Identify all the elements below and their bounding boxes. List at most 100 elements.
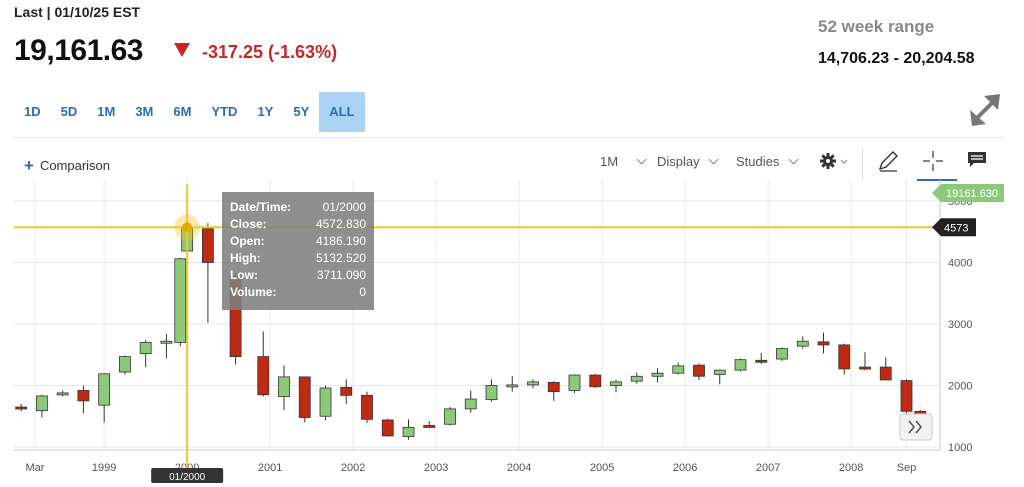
tooltip-row-high: High: 5132.520 — [230, 251, 366, 267]
chevron-down-icon — [636, 154, 647, 165]
candle-body — [527, 381, 539, 386]
toolbar-separator — [862, 148, 863, 180]
x-tick-label: 2004 — [507, 462, 531, 474]
candle-body — [444, 408, 456, 425]
tab-3m[interactable]: 3M — [135, 104, 154, 119]
candle-body — [36, 395, 48, 412]
last-price-tag — [932, 184, 1004, 202]
tab-all[interactable]: ALL — [319, 92, 365, 132]
tab-6m[interactable]: 6M — [173, 104, 192, 119]
last-price-label: 19161.630 — [946, 188, 998, 200]
tab-5d[interactable]: 5D — [60, 104, 78, 119]
x-tick-label: Sep — [897, 462, 917, 474]
candle-body — [361, 394, 373, 420]
tab-1m[interactable]: 1M — [97, 104, 116, 119]
candle-body — [859, 366, 871, 370]
interval-label: 1M — [600, 154, 619, 169]
price-chart[interactable]: Mar 1999 2000 2001 2002 2003 2004 2005 2006 2007 2… — [0, 180, 1024, 487]
tooltip-value: 01/2000 — [322, 200, 366, 214]
candle-body — [755, 359, 768, 363]
candle-body — [464, 398, 477, 410]
crosshair-icon[interactable] — [922, 150, 944, 172]
pencil-icon[interactable] — [877, 150, 899, 172]
last-price: 19,161.63 — [14, 34, 143, 67]
x-tick-label: 2008 — [839, 462, 863, 474]
tooltip-value: 4572.830 — [315, 217, 366, 231]
candle-body — [776, 348, 788, 360]
tooltip-row-low: Low: 3711.090 — [230, 268, 366, 284]
candle-body — [900, 380, 913, 412]
tooltip-key: Low: — [230, 268, 258, 282]
studies-label: Studies — [736, 154, 780, 169]
candle-body — [15, 406, 28, 410]
range-title: 52 week range — [818, 17, 935, 36]
tooltip-value: 5132.520 — [315, 251, 366, 265]
y-tick-label: 1000 — [948, 442, 972, 454]
interval-dropdown[interactable]: 1M — [600, 154, 647, 169]
scroll-forward-button[interactable] — [899, 413, 933, 441]
studies-dropdown[interactable]: Studies — [736, 154, 799, 169]
candle-body — [298, 376, 311, 418]
candle-body — [56, 392, 69, 396]
candle-body — [160, 340, 173, 344]
candle-body — [77, 390, 90, 402]
price-change: -317.25 (-1.63%) — [202, 42, 338, 62]
candle-body — [174, 258, 187, 343]
candle-body — [610, 381, 622, 386]
gear-icon[interactable] — [820, 152, 852, 170]
x-tick-label: 2002 — [341, 462, 365, 474]
candle-body — [879, 366, 892, 381]
x-tick-label: 2003 — [424, 462, 448, 474]
comment-icon[interactable] — [966, 150, 988, 170]
candle-body — [796, 340, 809, 347]
x-tick-label: Mar — [26, 462, 45, 474]
candle-body — [485, 385, 498, 401]
crosshair-date-label: 01/2000 — [169, 472, 206, 483]
candle-body — [423, 425, 436, 428]
candle-body — [817, 341, 830, 346]
tooltip-row-date: Date/Time: 01/2000 — [230, 200, 366, 216]
active-tool-indicator — [917, 179, 957, 181]
candle-body — [589, 374, 602, 388]
candle-body — [630, 375, 643, 382]
y-tick-label: 3000 — [948, 319, 972, 331]
candle-body — [402, 426, 415, 437]
display-dropdown[interactable]: Display — [657, 154, 719, 169]
tooltip-row-volume: Volume: 0 — [230, 285, 366, 301]
candle-body — [568, 374, 581, 391]
tooltip-value: 4186.190 — [315, 234, 366, 248]
crosshair-dot — [182, 222, 193, 233]
candle-body — [672, 365, 685, 374]
plus-icon: + — [24, 156, 34, 175]
candle-body — [838, 344, 851, 370]
comparison-button[interactable]: + Comparison — [24, 156, 110, 176]
tab-1d[interactable]: 1D — [24, 104, 41, 119]
candle-body — [278, 376, 290, 397]
candle-body — [547, 382, 560, 393]
candle-body — [381, 419, 394, 437]
crosshair-tooltip: Date/Time: 01/2000 Close: 4572.830 Open:… — [222, 192, 374, 310]
tab-5y[interactable]: 5Y — [293, 104, 310, 119]
crosshair-date-tag — [151, 468, 224, 483]
candle-body — [257, 356, 270, 396]
tooltip-value: 0 — [359, 285, 366, 299]
y-tick-label: 4000 — [948, 258, 972, 270]
x-tick-label: 1999 — [92, 462, 116, 474]
x-tick-label: 2007 — [756, 462, 780, 474]
candle-body — [98, 373, 111, 406]
candle-body — [651, 372, 664, 377]
expand-icon[interactable] — [964, 90, 1006, 130]
display-label: Display — [657, 154, 700, 169]
tooltip-value: 3711.090 — [316, 268, 366, 282]
tab-1y[interactable]: 1Y — [257, 104, 274, 119]
comparison-label: Comparison — [39, 158, 111, 173]
crosshair-value-tag — [932, 218, 976, 237]
tooltip-row-open: Open: 4186.190 — [230, 234, 366, 250]
candle-body — [713, 369, 726, 375]
candle-body — [693, 364, 705, 377]
range-value: 14,706.23 - 20,204.58 — [818, 50, 975, 67]
last-updated-label: Last | 01/10/25 EST — [14, 4, 141, 20]
tab-ytd[interactable]: YTD — [211, 104, 238, 119]
chevron-down-icon — [708, 154, 719, 165]
candle-body — [119, 356, 131, 373]
